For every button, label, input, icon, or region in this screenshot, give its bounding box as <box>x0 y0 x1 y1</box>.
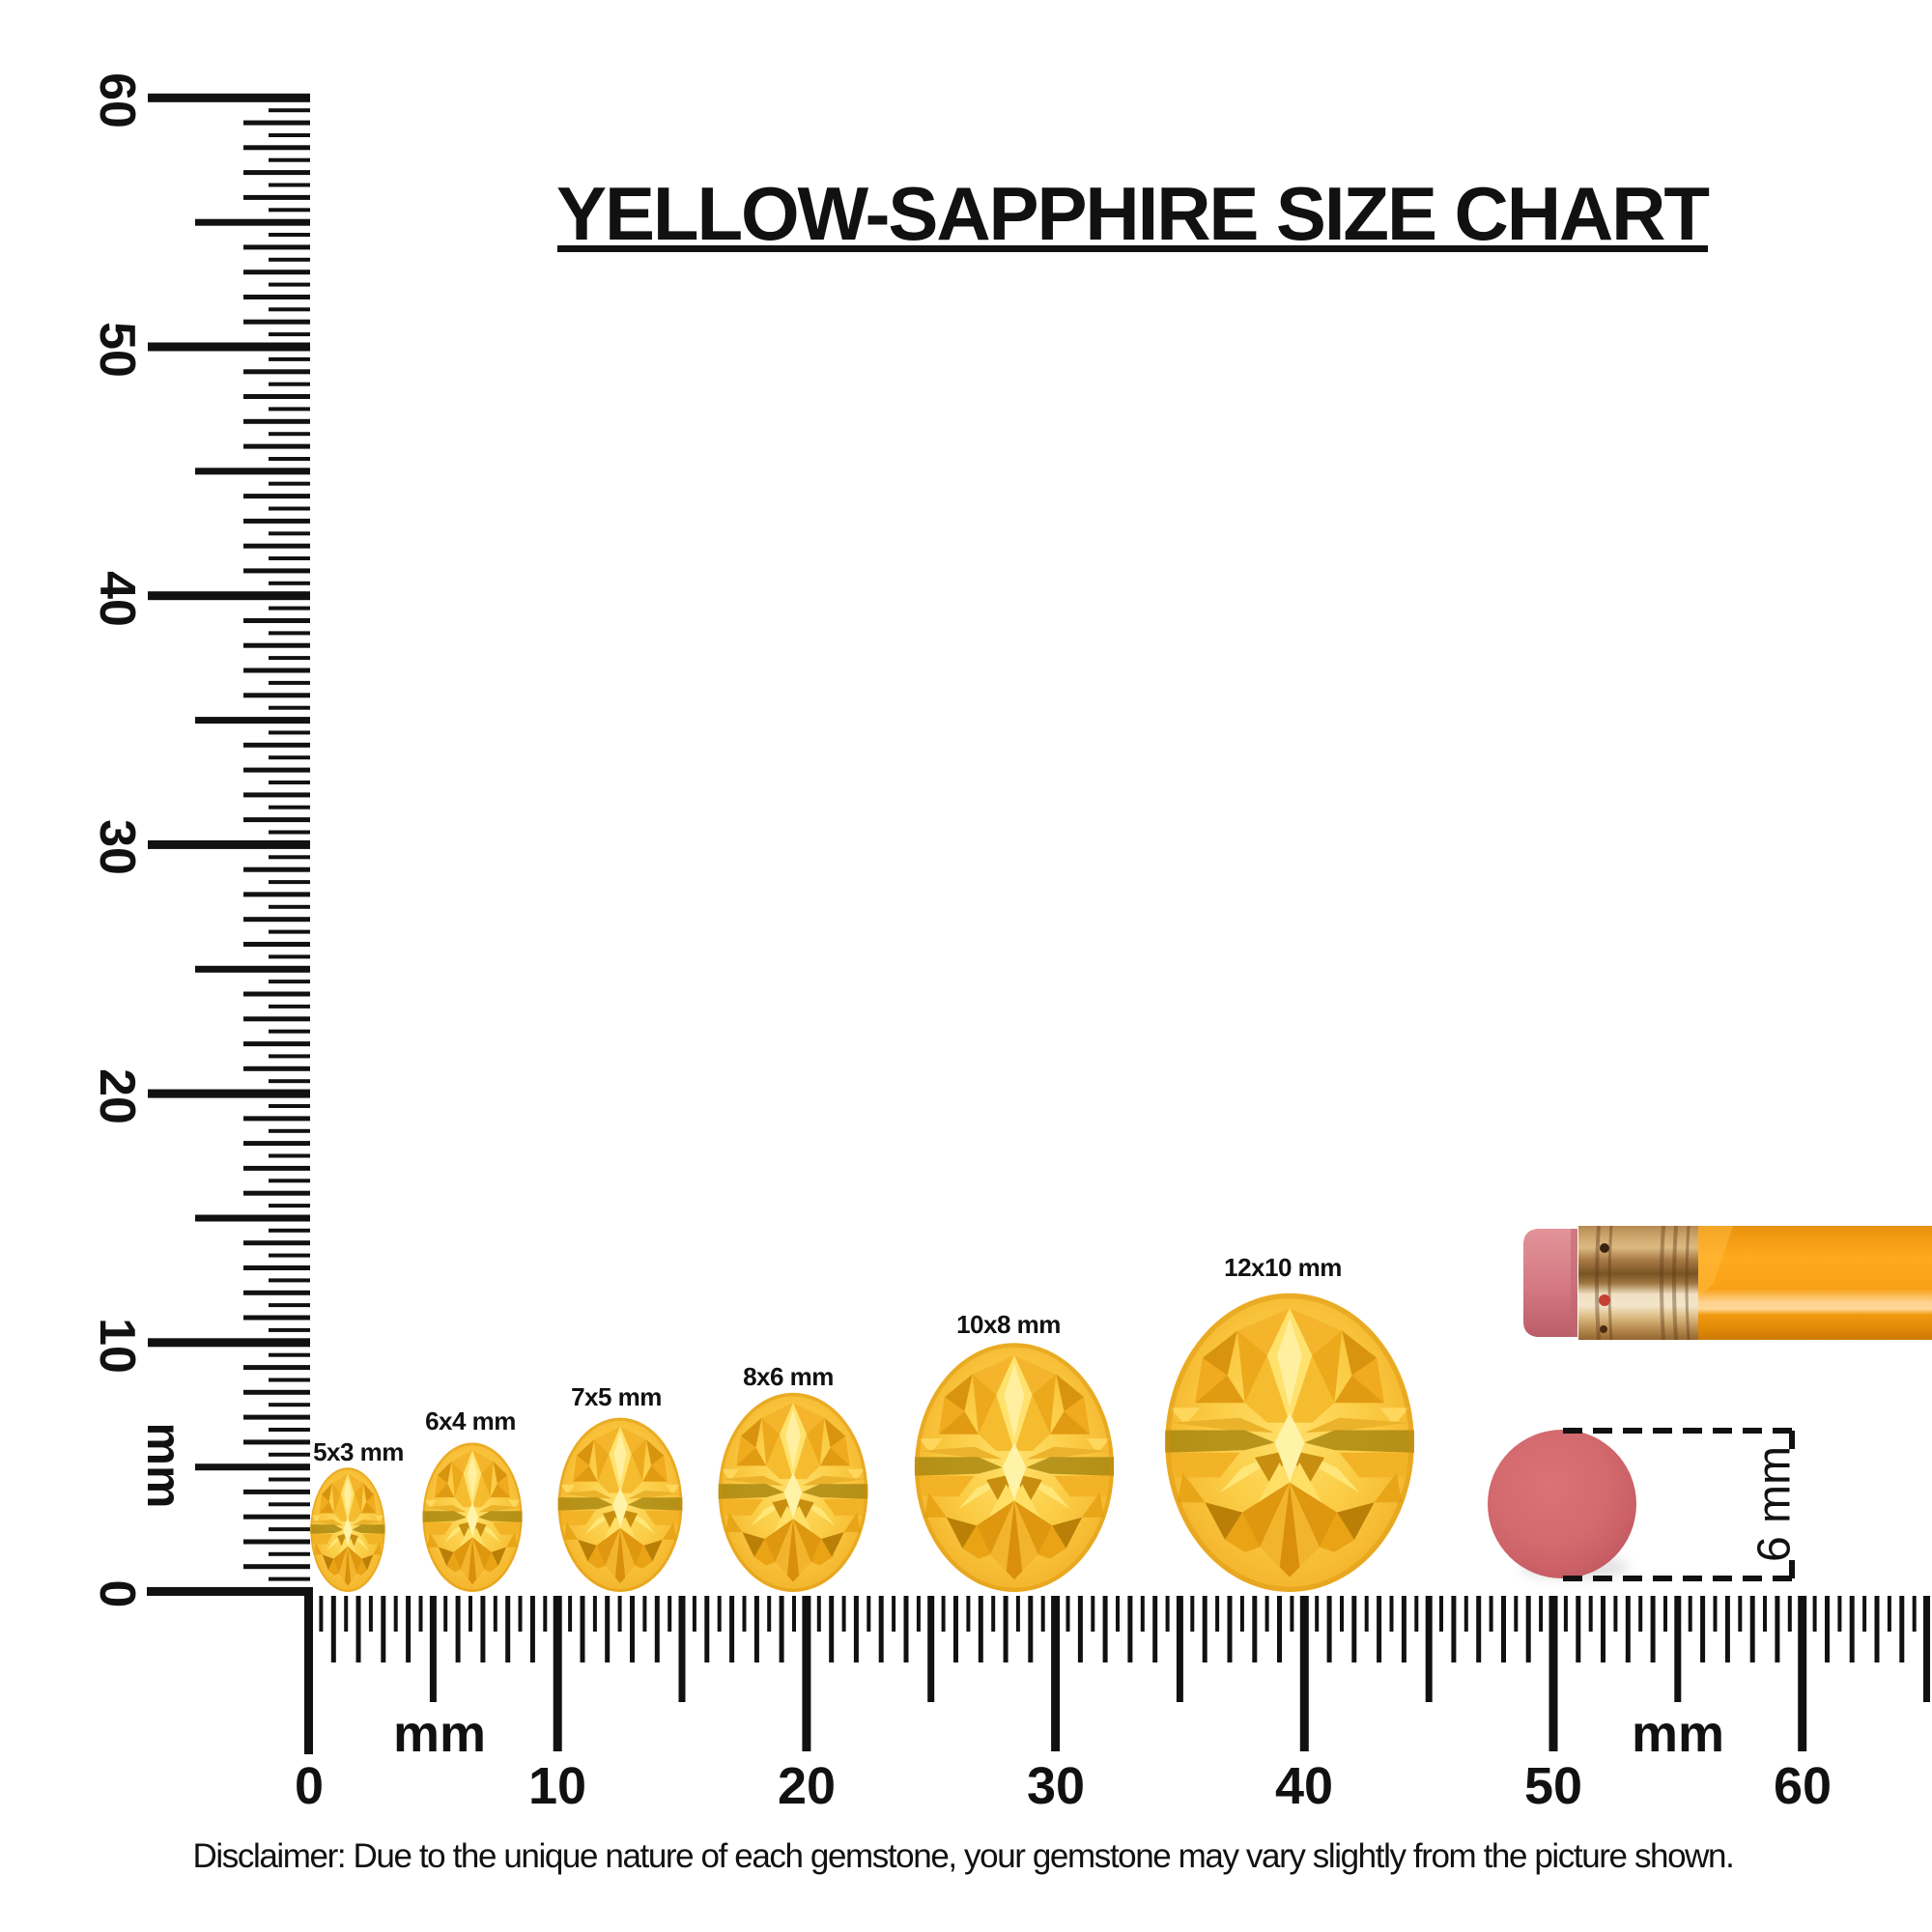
svg-text:6x4 mm: 6x4 mm <box>425 1406 516 1435</box>
svg-text:7x5 mm: 7x5 mm <box>571 1382 662 1411</box>
svg-text:40: 40 <box>89 571 145 627</box>
svg-text:6 mm: 6 mm <box>1749 1446 1801 1562</box>
svg-text:12x10 mm: 12x10 mm <box>1224 1253 1342 1282</box>
svg-text:8x6 mm: 8x6 mm <box>743 1362 834 1391</box>
svg-text:20: 20 <box>89 1068 145 1124</box>
svg-text:YELLOW-SAPPHIRE SIZE CHART: YELLOW-SAPPHIRE SIZE CHART <box>556 171 1709 256</box>
svg-text:30: 30 <box>89 819 145 875</box>
svg-text:10x8 mm: 10x8 mm <box>956 1310 1061 1339</box>
svg-text:5x3 mm: 5x3 mm <box>313 1437 404 1466</box>
svg-text:40: 40 <box>1275 1757 1333 1815</box>
svg-text:mm: mm <box>137 1423 191 1509</box>
svg-text:50: 50 <box>89 322 145 378</box>
svg-text:Disclaimer: Due to the unique: Disclaimer: Due to the unique nature of … <box>193 1837 1734 1875</box>
svg-text:60: 60 <box>89 72 145 128</box>
svg-text:mm: mm <box>1632 1705 1724 1763</box>
svg-text:20: 20 <box>778 1757 836 1815</box>
svg-text:0: 0 <box>295 1757 324 1815</box>
svg-text:50: 50 <box>1524 1757 1582 1815</box>
svg-text:10: 10 <box>528 1757 586 1815</box>
svg-text:60: 60 <box>1774 1757 1832 1815</box>
svg-text:mm: mm <box>393 1705 486 1763</box>
svg-text:30: 30 <box>1027 1757 1085 1815</box>
svg-text:0: 0 <box>89 1580 145 1608</box>
svg-text:10: 10 <box>89 1318 145 1374</box>
